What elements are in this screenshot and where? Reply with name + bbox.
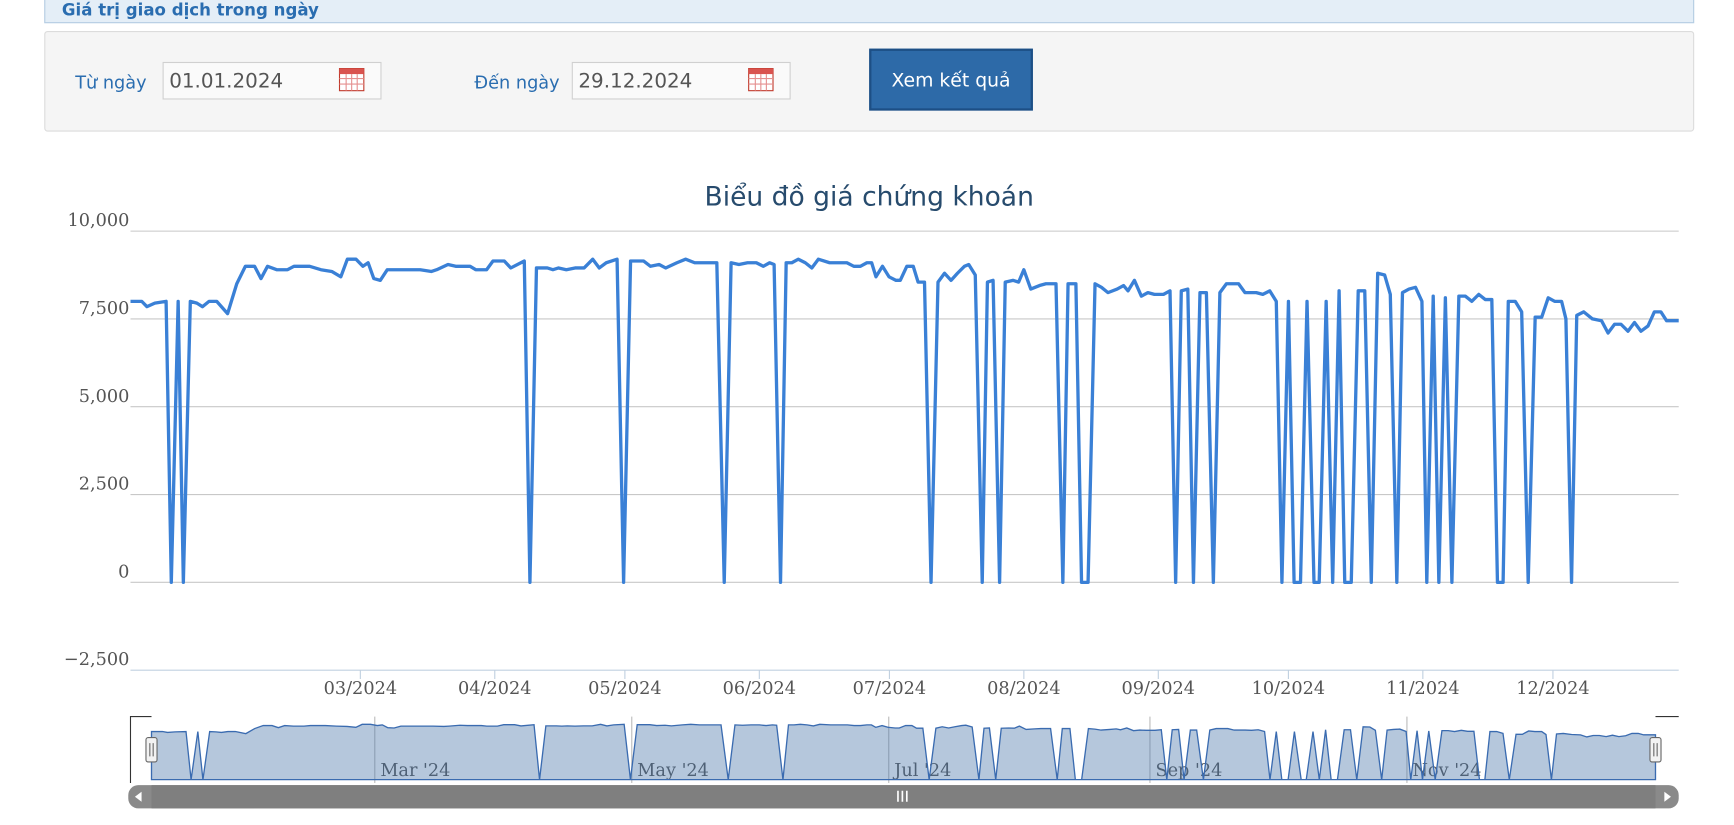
chart-title: Biểu đồ giá chứng khoán xyxy=(705,181,1034,212)
x-tick-label: 06/2024 xyxy=(723,679,796,699)
section-title: Giá trị giao dịch trong ngày xyxy=(61,0,319,20)
navigator-label: May '24 xyxy=(637,761,709,781)
y-tick-label: −2,500 xyxy=(64,650,129,670)
calendar-icon[interactable] xyxy=(748,67,775,92)
to-value: 29.12.2024 xyxy=(578,69,693,93)
navigator-label: Jul '24 xyxy=(892,761,951,781)
to-label: Đến ngày xyxy=(474,71,560,93)
price-line xyxy=(130,257,1679,585)
x-tick-label: 05/2024 xyxy=(588,679,661,699)
handle-grip xyxy=(149,743,154,757)
date-form: Từ ngày 01.01.2024 Đến ngày 29.12.2024 X… xyxy=(44,30,1695,132)
to-input[interactable]: 29.12.2024 xyxy=(571,61,791,100)
section-header: Giá trị giao dịch trong ngày xyxy=(44,0,1695,24)
from-value: 01.01.2024 xyxy=(169,69,284,93)
navigator-label: Mar '24 xyxy=(380,761,450,781)
scroll-left xyxy=(134,791,142,802)
calendar-icon[interactable] xyxy=(338,67,365,92)
x-tick-label: 07/2024 xyxy=(853,679,926,699)
x-tick-label: 09/2024 xyxy=(1122,679,1195,699)
navigator-label: Nov '24 xyxy=(1412,761,1481,781)
navigator-handle[interactable] xyxy=(145,737,158,763)
scroll-grip xyxy=(897,790,908,802)
navigator-area xyxy=(150,723,1657,781)
x-tick-label: 12/2024 xyxy=(1516,679,1589,699)
x-tick-label: 03/2024 xyxy=(324,679,397,699)
x-tick-label: 11/2024 xyxy=(1386,679,1459,699)
y-tick-label: 0 xyxy=(118,562,129,582)
y-tick-label: 10,000 xyxy=(67,211,129,231)
y-tick-label: 5,000 xyxy=(79,387,130,407)
handle-grip xyxy=(1653,743,1658,757)
from-label: Từ ngày xyxy=(75,71,147,93)
scrollbar-thumb xyxy=(151,785,1656,809)
scroll-right xyxy=(1664,791,1671,802)
submit-button[interactable]: Xem kết quả xyxy=(869,48,1033,111)
y-tick-label: 2,500 xyxy=(79,475,130,495)
navigator-handle[interactable] xyxy=(1649,737,1662,763)
button-label: Xem kết quả xyxy=(891,69,1011,92)
navigator-frame xyxy=(129,716,1679,783)
x-tick-label: 10/2024 xyxy=(1252,679,1325,699)
from-input[interactable]: 01.01.2024 xyxy=(162,61,382,100)
x-tick-label: 08/2024 xyxy=(987,679,1060,699)
x-tick-label: 04/2024 xyxy=(458,679,531,699)
y-tick-label: 7,500 xyxy=(79,299,130,319)
